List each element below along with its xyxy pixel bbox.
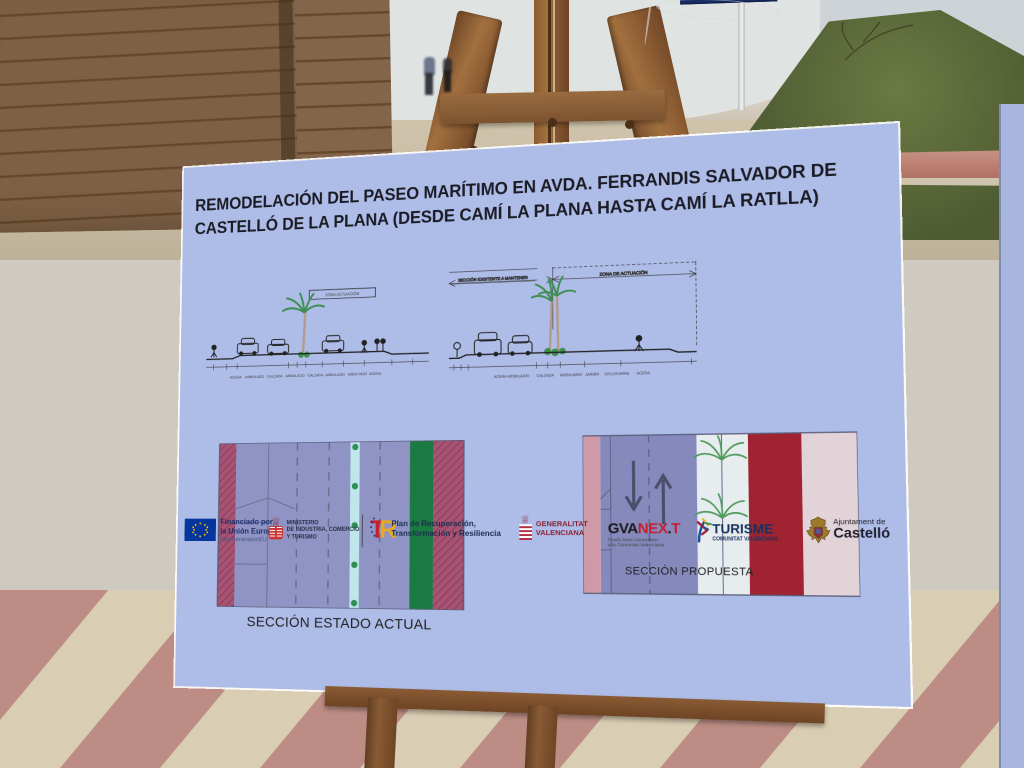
- svg-text:ACERA ARBOLADO CALZADA: ACERA ARBOLADO CALZADA ARBOLADO CALZADA …: [230, 371, 382, 379]
- svg-text:ZONA ACTUACIÓN: ZONA ACTUACIÓN: [325, 291, 360, 298]
- svg-text:ACERA MOBILIARIO CALZADA: ACERA MOBILIARIO CALZADA MOBILIARIO JARD…: [494, 371, 651, 379]
